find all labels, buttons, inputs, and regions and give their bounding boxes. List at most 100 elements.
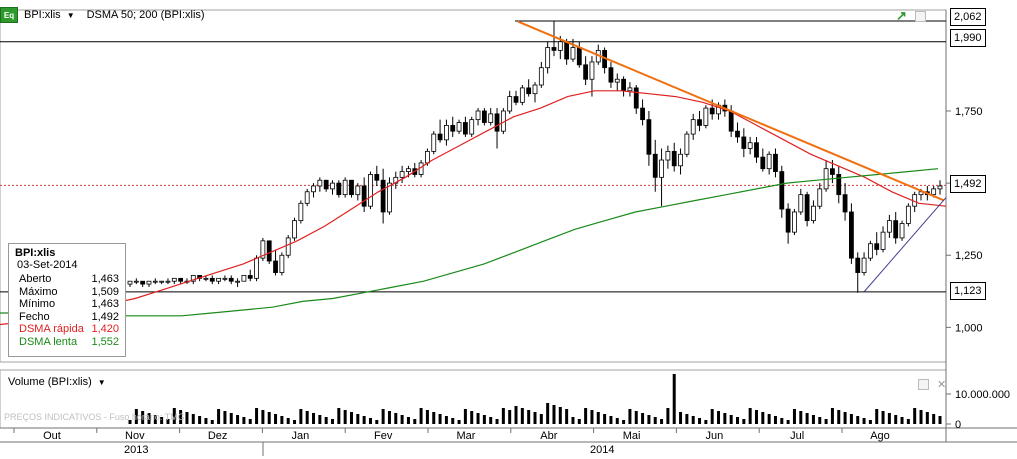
tooltip-row: DSMA lenta 1,552 (9, 336, 125, 349)
volume-bar (495, 419, 499, 424)
volume-bar (887, 413, 891, 424)
indicator-label[interactable]: DSMA 50; 200 (BPI:xlis) (86, 9, 205, 21)
volume-bar (900, 417, 904, 424)
maximize-icon[interactable] (914, 10, 926, 22)
trend-arrow-icon[interactable]: ↗ (896, 8, 907, 23)
tooltip-row: DSMA rápida 1,420 (9, 323, 125, 336)
candle-body (342, 179, 348, 196)
volume-bar (710, 409, 714, 424)
volume-bar (748, 408, 752, 424)
candle-body (273, 260, 278, 273)
volume-bar (198, 416, 202, 424)
candle-body (444, 125, 449, 141)
volume-bar (558, 407, 562, 424)
candle-body (659, 159, 664, 178)
candle-body (190, 275, 196, 282)
volume-bar (856, 416, 860, 424)
support-trendline (863, 197, 947, 293)
volume-label[interactable]: Volume (BPI:xlis) (8, 376, 92, 388)
candle-body (766, 153, 772, 170)
equity-badge[interactable]: Eq (0, 7, 18, 23)
candle-body (690, 119, 696, 135)
candle-body (811, 205, 816, 222)
candle-body (368, 174, 373, 207)
candle-body (792, 211, 797, 233)
volume-bar (824, 419, 828, 424)
volume-bar (773, 416, 777, 424)
candle-body (633, 87, 639, 109)
volume-bar (362, 416, 366, 424)
candle-body (646, 119, 652, 155)
month-label: Ago (870, 430, 890, 442)
volume-bar (818, 417, 822, 424)
candle-body (532, 84, 538, 95)
month-label: Nov (125, 430, 145, 442)
volume-bar (160, 417, 164, 424)
candle-body (867, 243, 873, 259)
volume-bar (280, 416, 284, 424)
data-tooltip: BPI:xlis 03-Set-2014 Aberto 1,463 Máximo 1,… (8, 243, 126, 357)
volume-bar (596, 412, 600, 424)
close-icon[interactable]: ✕ (937, 379, 947, 391)
candle-body (849, 211, 854, 259)
candle-body (937, 185, 943, 190)
volume-bar (660, 419, 664, 424)
volume-bar (761, 412, 765, 424)
volume-bar (862, 418, 866, 424)
volume-bar (482, 415, 486, 424)
volume-bar (906, 419, 910, 424)
candle-body (678, 153, 683, 167)
candle-body (741, 136, 747, 149)
candle-body (431, 133, 437, 152)
chevron-down-icon[interactable]: ▼ (97, 377, 106, 387)
candle-body (526, 87, 532, 95)
volume-bar (868, 420, 872, 424)
candle-body (735, 130, 740, 138)
candle-body (899, 223, 905, 239)
candle-body (361, 185, 367, 207)
candle-body (538, 67, 544, 86)
candle-body (779, 171, 785, 210)
candle-body (292, 220, 297, 239)
volume-bar (261, 410, 265, 424)
volume-bar (210, 420, 214, 424)
month-label: Abr (540, 430, 557, 442)
month-label: Dez (208, 430, 228, 442)
volume-bar (641, 413, 645, 424)
candle-body (279, 254, 285, 273)
candle-body (406, 168, 411, 172)
tooltip-row-value: 1,463 (91, 298, 119, 310)
candle-body (146, 280, 152, 285)
volume-bar (451, 418, 455, 424)
volume-bar (653, 417, 657, 424)
price-tag-high: 2,062 (950, 8, 986, 26)
candle-body (576, 47, 582, 66)
candle-body (235, 280, 240, 283)
candle-body (387, 182, 392, 213)
candle-body (456, 122, 462, 132)
tooltip-row-label: Aberto (19, 273, 52, 285)
volume-bar (736, 417, 739, 424)
candle-body (665, 150, 671, 161)
volume-bar (577, 419, 581, 424)
volume-bar (501, 408, 505, 424)
symbol-selector[interactable]: BPI:xlis (24, 9, 61, 21)
volume-bar (432, 412, 436, 424)
candle-body (671, 150, 677, 167)
volume-bar (894, 415, 898, 424)
watermark: PREÇOS INDICATIVOS - Fuso horário: TMG (4, 412, 185, 422)
candle-body (570, 47, 576, 60)
volume-bar (742, 419, 746, 424)
chevron-down-icon[interactable]: ▼ (66, 10, 75, 20)
volume-bar (255, 408, 259, 424)
candle-body (874, 243, 880, 250)
volume-bar (387, 411, 391, 424)
candle-body (754, 142, 759, 158)
maximize-icon[interactable] (918, 379, 929, 390)
candle-body (880, 231, 886, 250)
candle-body (785, 208, 791, 233)
volume-bar (685, 414, 689, 424)
slow-ma-line (0, 168, 939, 317)
candle-body (203, 277, 209, 280)
